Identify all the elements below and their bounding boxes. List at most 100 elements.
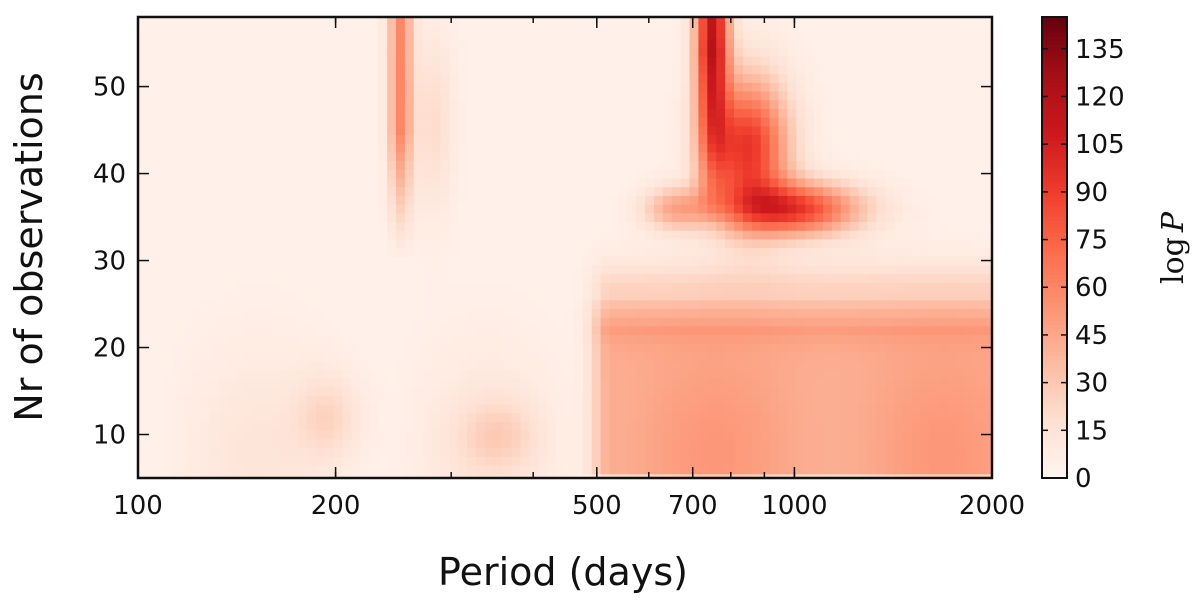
heatmap-cell <box>565 221 575 231</box>
heatmap-cell <box>200 47 210 57</box>
heatmap-cell <box>458 47 468 57</box>
heatmap-cell <box>689 160 700 170</box>
heatmap-cell <box>467 82 477 92</box>
heatmap-cell <box>920 447 931 457</box>
heatmap-cell <box>645 204 655 214</box>
heatmap-cell <box>894 30 904 40</box>
heatmap-cell <box>725 160 735 170</box>
heatmap-cell <box>814 73 824 83</box>
heatmap-cell <box>244 160 255 170</box>
heatmap-cell <box>449 125 459 136</box>
heatmap-cell <box>822 464 833 475</box>
heatmap-cell <box>858 143 869 153</box>
heatmap-cell <box>351 82 361 92</box>
heatmap-cell <box>831 90 842 101</box>
heatmap-cell <box>636 447 646 457</box>
heatmap-cell <box>307 299 317 309</box>
heatmap-cell <box>787 38 797 49</box>
heatmap-cell <box>582 334 593 344</box>
heatmap-cell <box>965 90 975 101</box>
heatmap-cell <box>707 473 717 479</box>
heatmap-cell <box>556 299 566 309</box>
heatmap-cell <box>146 290 157 301</box>
heatmap-cell <box>556 169 566 179</box>
heatmap-cell <box>805 369 815 379</box>
heatmap-cell <box>582 151 593 162</box>
heatmap-cell <box>929 282 940 292</box>
heatmap-cell <box>431 343 442 353</box>
heatmap-cell <box>173 256 184 266</box>
heatmap-cell <box>262 30 273 40</box>
heatmap-cell <box>538 82 548 92</box>
heatmap-cell <box>734 73 744 83</box>
heatmap-cell <box>529 195 539 205</box>
heatmap-cell <box>840 221 851 231</box>
heatmap-cell <box>894 404 904 414</box>
heatmap-cell <box>262 377 273 388</box>
heatmap-cell <box>262 238 273 249</box>
heatmap-cell <box>885 143 895 153</box>
heatmap-cell <box>395 456 406 466</box>
heatmap-cell <box>894 343 904 353</box>
heatmap-cell <box>849 212 860 223</box>
heatmap-cell <box>138 73 148 83</box>
heatmap-cell <box>725 421 735 431</box>
heatmap-cell <box>876 377 886 388</box>
heatmap-cell <box>725 169 735 179</box>
heatmap-cell <box>235 334 246 344</box>
heatmap-cell <box>547 30 557 40</box>
heatmap-cell <box>146 238 157 249</box>
heatmap-cell <box>511 464 522 475</box>
heatmap-cell <box>369 160 379 170</box>
heatmap-cell <box>182 169 192 179</box>
heatmap-cell <box>360 143 370 153</box>
heatmap-cell <box>218 473 228 479</box>
heatmap-cell <box>226 117 237 127</box>
heatmap-cell <box>565 456 575 466</box>
heatmap-cell <box>876 351 886 362</box>
heatmap-cell <box>324 195 335 205</box>
heatmap-cell <box>662 308 673 318</box>
heatmap-cell <box>209 195 219 205</box>
heatmap-cell <box>218 264 228 275</box>
heatmap-cell <box>502 369 513 379</box>
heatmap-cell <box>929 395 940 405</box>
heatmap-cell <box>387 343 397 353</box>
heatmap-cell <box>226 73 237 83</box>
heatmap-cell <box>476 290 486 301</box>
heatmap-cell <box>173 264 184 275</box>
heatmap-cell <box>209 186 219 196</box>
heatmap-cell <box>653 169 664 179</box>
heatmap-cell <box>493 334 504 344</box>
heatmap-cell <box>716 82 726 92</box>
heatmap-cell <box>573 473 584 479</box>
heatmap-cell <box>698 38 708 49</box>
heatmap-cell <box>805 325 815 336</box>
heatmap-cell <box>387 212 397 223</box>
heatmap-cell <box>671 438 682 449</box>
heatmap-cell <box>155 282 166 292</box>
heatmap-cell <box>689 90 700 101</box>
heatmap-cell <box>636 273 646 283</box>
heatmap-cell <box>929 247 940 257</box>
heatmap-cell <box>938 177 949 188</box>
heatmap-cell <box>458 377 468 388</box>
heatmap-cell <box>431 238 442 249</box>
heatmap-cell <box>573 395 584 405</box>
heatmap-cell <box>653 99 664 109</box>
heatmap-cell <box>849 134 860 144</box>
heatmap-cell <box>164 386 175 396</box>
heatmap-cell <box>867 82 877 92</box>
heatmap-cell <box>805 204 815 214</box>
heatmap-cell <box>565 430 575 440</box>
heatmap-cell <box>315 377 326 388</box>
heatmap-cell <box>146 404 157 414</box>
heatmap-cell <box>903 221 913 231</box>
heatmap-cell <box>734 404 744 414</box>
heatmap-cell <box>903 438 913 449</box>
heatmap-cell <box>947 204 958 214</box>
heatmap-cell <box>520 334 531 344</box>
heatmap-cell <box>262 264 273 275</box>
heatmap-cell <box>947 177 958 188</box>
heatmap-cell <box>502 404 513 414</box>
